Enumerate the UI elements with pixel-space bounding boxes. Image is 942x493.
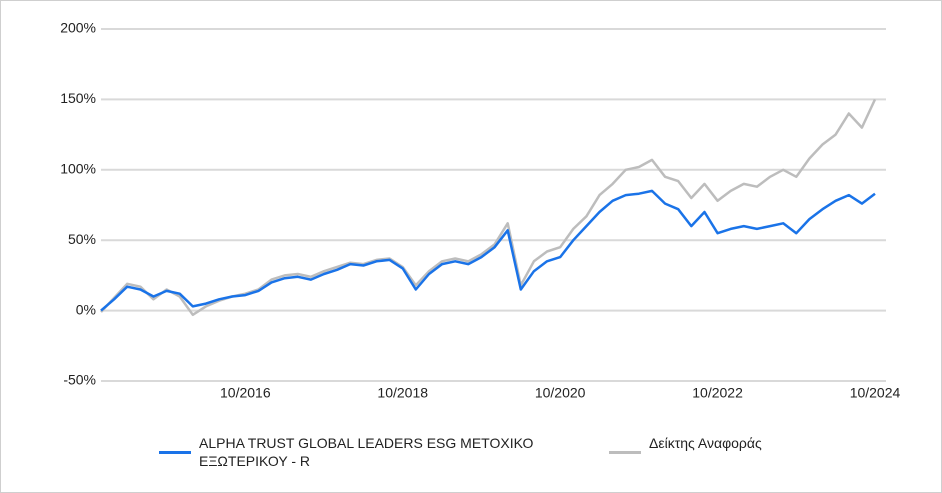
y-tick-label: 0% [76,301,96,317]
legend-swatch [609,451,641,454]
y-tick-label: 150% [60,90,96,106]
y-tick-label: -50% [63,372,96,388]
x-tick-label: 10/2018 [377,385,428,401]
legend-label: Δείκτης Αναφοράς [649,435,762,451]
legend-label: ALPHA TRUST GLOBAL LEADERS ESG ΜΕΤΟΧΙΚΟ … [199,435,534,469]
chart: -50% 0% 50% 100% 150% 200% 10/2016 10/2018 10/20… [60,20,901,401]
x-tick-label: 10/2022 [692,385,743,401]
x-tick-label: 10/2020 [535,385,586,401]
x-tick-label: 10/2016 [220,385,271,401]
y-tick-label: 200% [60,20,96,36]
x-tick-label: 10/2024 [850,385,901,401]
legend-swatch [159,451,191,454]
y-tick-label: 50% [68,231,96,247]
series-line [100,189,876,312]
series-line [100,98,877,317]
y-tick-label: 100% [60,161,96,177]
